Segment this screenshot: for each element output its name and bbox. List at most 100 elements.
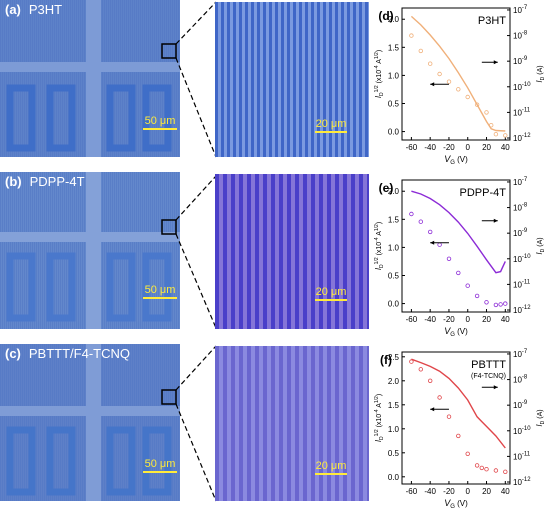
y-left-tick-label: 0.5	[388, 449, 400, 458]
series-marker	[456, 270, 461, 276]
series-marker	[446, 414, 452, 419]
series-marker	[484, 110, 489, 115]
label-unit: (x10	[376, 70, 383, 86]
series-marker	[493, 468, 499, 473]
y-right-tick-label: 10-8	[513, 375, 528, 385]
tick-exponent: -11	[522, 451, 531, 457]
series-marker	[498, 302, 503, 307]
series-marker	[474, 102, 480, 107]
plot-svg: -60 -40 -20 0 20 40 0.0 0.5 1.0 1.5 2.0 2.5 10-7 10-8…	[374, 349, 546, 510]
label-sup: -4	[374, 65, 380, 70]
series-marker	[488, 122, 494, 128]
series-marker	[428, 229, 433, 235]
y-left-tick-label: 2.0	[388, 377, 400, 386]
y-right-tick-label: 10-9	[513, 400, 528, 410]
y-left-tick-label: 0.0	[388, 473, 400, 482]
y-left-tick-label: 1.5	[388, 43, 400, 52]
series-marker	[428, 61, 433, 66]
plot-panel-label: (f)	[380, 353, 392, 367]
tick-exponent: -10	[522, 254, 531, 260]
series-marker	[465, 94, 470, 100]
label-sub: D	[540, 420, 546, 424]
y-right-tick-label: 10-12	[513, 477, 531, 487]
micrograph-graphic	[0, 344, 180, 501]
transfer-plot-p3ht: -60 -40 -20 0 20 40 0.0 0.5 1.0 1.5 2.0 10-7 10-8 10-…	[372, 0, 550, 168]
scale-bar-20um: 20 μm	[315, 286, 347, 301]
scale-bar-50um: 50 μm	[143, 284, 177, 299]
x-tick-label: 40	[501, 315, 510, 324]
y-right-tick-label: 10-7	[513, 5, 528, 15]
series-marker	[437, 71, 442, 77]
x-axis-label-sub: G	[450, 160, 455, 166]
x-tick-label: -40	[424, 315, 436, 324]
arrow-head	[493, 385, 498, 390]
x-axis-label: VG (V)	[444, 154, 468, 166]
y-right-axis-label: ID (A)	[535, 409, 546, 426]
y-right-tick-label: 10-10	[513, 82, 531, 92]
zoom-lines	[175, 175, 217, 329]
series-marker	[503, 133, 508, 138]
y-left-tick-label: 1.0	[388, 243, 400, 252]
y-left-tick-label: 0.5	[388, 99, 400, 108]
series-line	[410, 15, 506, 132]
scale-bar-20um: 20 μm	[315, 118, 347, 133]
tick-exponent: -7	[522, 177, 528, 183]
y-right-tick-label: 10-12	[513, 305, 531, 315]
y-left-tick-label: 1.0	[388, 425, 400, 434]
label-unit: )	[376, 394, 383, 396]
label-unit: A	[376, 59, 383, 66]
y-right-tick-label: 10-11	[513, 279, 531, 289]
series-marker	[465, 451, 470, 456]
label-sup: 1/2	[374, 85, 380, 92]
series-marker	[437, 395, 442, 400]
series-marker	[437, 242, 442, 247]
x-tick-label: -40	[424, 143, 436, 152]
x-tick-label: 0	[466, 315, 471, 324]
label-sub: D	[540, 76, 546, 80]
figure-row-3: (c) PBTTT/F4-TCNQ 50 μm 20 μm -60 -40 -20 0 2…	[0, 344, 550, 512]
y-right-tick-label: 10-8	[513, 203, 528, 213]
micrograph-p3ht: (a) P3HT 50 μm	[0, 0, 180, 157]
label-unit: (x10	[376, 414, 383, 430]
y-left-axis-label-text: ID1/2 (x10-4 A1/2)	[374, 50, 385, 98]
arrow-head	[493, 218, 498, 223]
micrograph-graphic	[0, 172, 180, 329]
x-tick-label: 20	[482, 143, 491, 152]
x-axis-label-unit: (V)	[455, 155, 468, 164]
plot-title: PBTTT	[471, 359, 506, 371]
x-tick-label: 20	[482, 487, 491, 496]
arrow-head	[430, 407, 435, 412]
label-sup: 1/2	[374, 396, 380, 403]
series-marker	[484, 300, 489, 305]
x-tick-label: -20	[443, 487, 455, 496]
series-marker	[465, 283, 470, 288]
plot-frame	[401, 351, 511, 485]
x-tick-label: -40	[424, 487, 436, 496]
x-axis-label-unit: (V)	[455, 499, 468, 508]
x-tick-label: -20	[443, 143, 455, 152]
figure-row-2: (b) PDPP-4T 50 μm 20 μm -60 -40 -20 0 20 40 0.0…	[0, 172, 550, 340]
plot-frame	[401, 7, 511, 141]
y-right-tick-label: 10-10	[513, 426, 531, 436]
zoom-micrograph-pdpp-4t: 20 μm	[215, 174, 369, 329]
label-sup: 1/2	[374, 52, 380, 59]
y-left-axis-label: ID1/2 (x10-4 A1/2)	[374, 394, 385, 442]
x-axis-label-sub: G	[450, 504, 455, 510]
series-marker	[418, 48, 423, 54]
plot-svg: -60 -40 -20 0 20 40 0.0 0.5 1.0 1.5 2.0 10-7 10-8 10-…	[374, 5, 546, 166]
y-right-tick-label: 10-7	[513, 177, 528, 187]
zoom-micrograph-p3ht: 20 μm	[215, 2, 369, 157]
y-right-axis-label-text: ID (A)	[535, 409, 546, 426]
label-sup: -4	[374, 409, 380, 414]
y-right-axis-label-text: ID (A)	[535, 237, 546, 254]
y-left-tick-label: 0.5	[388, 271, 400, 280]
label-sup: 1/2	[374, 257, 380, 264]
y-left-axis-label: ID1/2 (x10-4 A1/2)	[374, 50, 385, 98]
y-left-tick-label: 2.0	[388, 187, 400, 196]
arrow-head	[493, 60, 498, 65]
y-right-tick-label: 10-12	[513, 133, 531, 143]
x-tick-label: 40	[501, 487, 510, 496]
series-marker	[456, 87, 461, 92]
series-marker	[474, 463, 480, 468]
series-marker	[418, 367, 423, 372]
